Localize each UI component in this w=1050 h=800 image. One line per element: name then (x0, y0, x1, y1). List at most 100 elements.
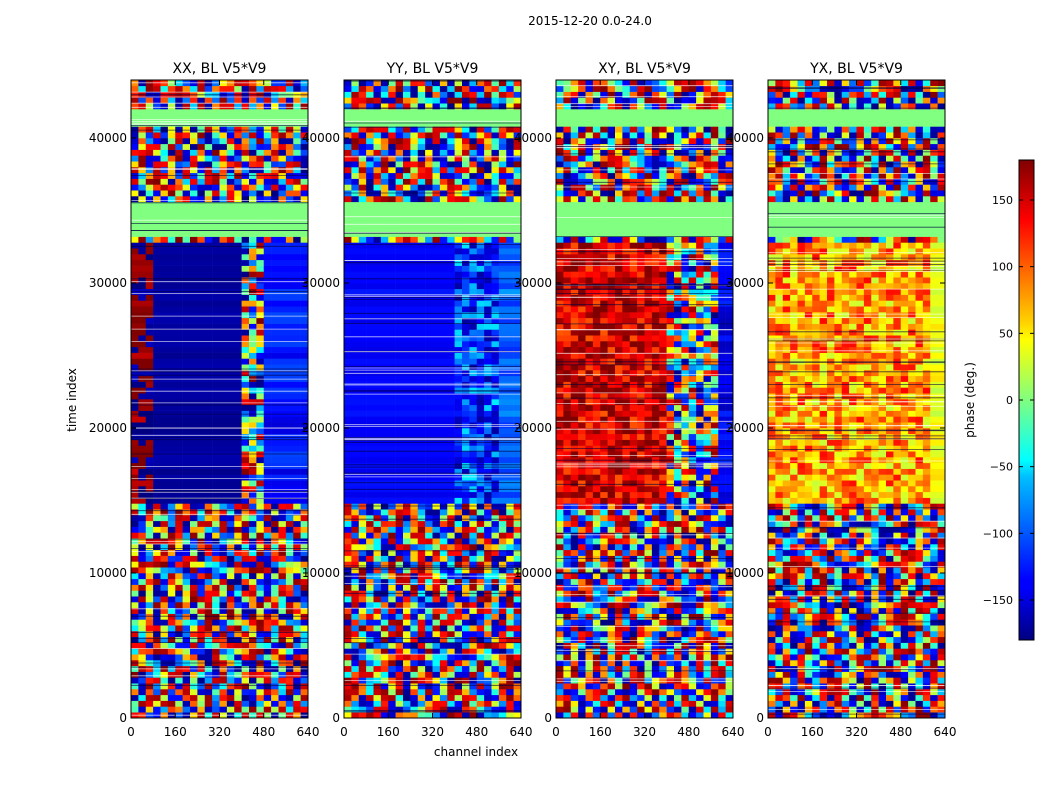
heatmap-cell (403, 254, 411, 261)
heatmap-cell (153, 109, 161, 116)
heatmap-cell (182, 207, 191, 214)
heatmap-cell (344, 358, 352, 365)
heatmap-cell (388, 607, 396, 614)
heatmap-cell (380, 271, 389, 278)
heatmap-cell (476, 329, 485, 336)
heatmap-cell (513, 375, 522, 382)
heatmap-cell (462, 654, 470, 661)
heatmap-cell (234, 259, 242, 266)
heatmap-cell (234, 584, 242, 591)
heatmap-cell (513, 654, 522, 661)
heatmap-cell (395, 607, 404, 614)
heatmap-cell (454, 596, 463, 603)
heatmap-cell (226, 196, 235, 203)
heatmap-cell (271, 457, 279, 464)
heatmap-cell (425, 288, 433, 295)
heatmap-cell (285, 120, 294, 127)
heatmap-cell (204, 404, 213, 411)
heatmap-cell (425, 207, 433, 214)
heatmap-cell (182, 596, 191, 603)
heatmap-cell (271, 636, 279, 643)
heatmap-cell (484, 393, 492, 400)
heatmap-cell (513, 665, 522, 672)
heatmap-cell (447, 184, 455, 191)
heatmap-cell (204, 584, 213, 591)
heatmap-cell (160, 259, 169, 266)
heatmap-cell (204, 654, 213, 661)
heatmap-cell (249, 416, 257, 423)
heatmap-cell (462, 642, 470, 649)
heatmap-cell (432, 602, 441, 609)
heatmap-cell (425, 358, 433, 365)
heatmap-cell (462, 196, 470, 203)
heatmap-cell (182, 236, 191, 243)
heatmap-cell (278, 590, 287, 597)
heatmap-cell (439, 555, 448, 562)
heatmap-cell (380, 230, 389, 237)
heatmap-cell (351, 352, 360, 359)
heatmap-cell (256, 631, 265, 638)
heatmap-cell (138, 439, 147, 446)
heatmap-cell (432, 578, 441, 585)
heatmap-cell (190, 346, 198, 353)
heatmap-cell (212, 201, 220, 208)
heatmap-cell (417, 665, 426, 672)
heatmap-cell (138, 433, 147, 440)
heatmap-cell (131, 341, 139, 348)
heatmap-cell (366, 230, 374, 237)
heatmap-cell (358, 306, 367, 313)
heatmap-cell (167, 544, 176, 551)
heatmap-cell (410, 642, 419, 649)
heatmap-cell (285, 399, 294, 406)
heatmap-cell (491, 689, 500, 696)
heatmap-cell (432, 700, 441, 707)
heatmap-cell (417, 335, 426, 342)
heatmap-cell (293, 358, 301, 365)
heatmap-cell (469, 596, 478, 603)
heatmap-cell (138, 683, 147, 690)
heatmap-cell (498, 515, 507, 522)
heatmap-cell (462, 660, 470, 667)
heatmap-cell (175, 196, 183, 203)
heatmap-cell (380, 631, 389, 638)
heatmap-cell (491, 341, 500, 348)
heatmap-cell (344, 300, 352, 307)
heatmap-cell (190, 607, 198, 614)
heatmap-cell (219, 636, 228, 643)
heatmap-cell (197, 671, 206, 678)
heatmap-cell (432, 642, 441, 649)
heatmap-cell (138, 236, 147, 243)
heatmap-cell (234, 509, 242, 516)
heatmap-cell (513, 596, 522, 603)
heatmap-cell (351, 230, 360, 237)
heatmap-cell (241, 300, 250, 307)
heatmap-cell (160, 700, 169, 707)
heatmap-cell (366, 225, 374, 232)
heatmap-cell (506, 480, 514, 487)
heatmap-cell (256, 578, 265, 585)
heatmap-cell (447, 631, 455, 638)
heatmap-cell (145, 544, 154, 551)
heatmap-cell (388, 462, 396, 469)
heatmap-cell (358, 271, 367, 278)
heatmap-cell (175, 358, 183, 365)
heatmap-cell (300, 654, 309, 661)
heatmap-cell (432, 549, 441, 556)
heatmap-cell (395, 497, 404, 504)
heatmap-cell (167, 503, 176, 510)
heatmap-cell (388, 341, 396, 348)
heatmap-cell (439, 399, 448, 406)
heatmap-cell (417, 648, 426, 655)
heatmap-cell (484, 242, 492, 249)
heatmap-cell (160, 625, 169, 632)
heatmap-cell (256, 416, 265, 423)
heatmap-cell (131, 225, 139, 232)
heatmap-cell (153, 491, 161, 498)
heatmap-cell (506, 596, 514, 603)
heatmap-cell (425, 184, 433, 191)
heatmap-cell (241, 178, 250, 185)
heatmap-cell (278, 625, 287, 632)
heatmap-cell (249, 259, 257, 266)
heatmap-cell (498, 433, 507, 440)
heatmap-cell (226, 462, 235, 469)
